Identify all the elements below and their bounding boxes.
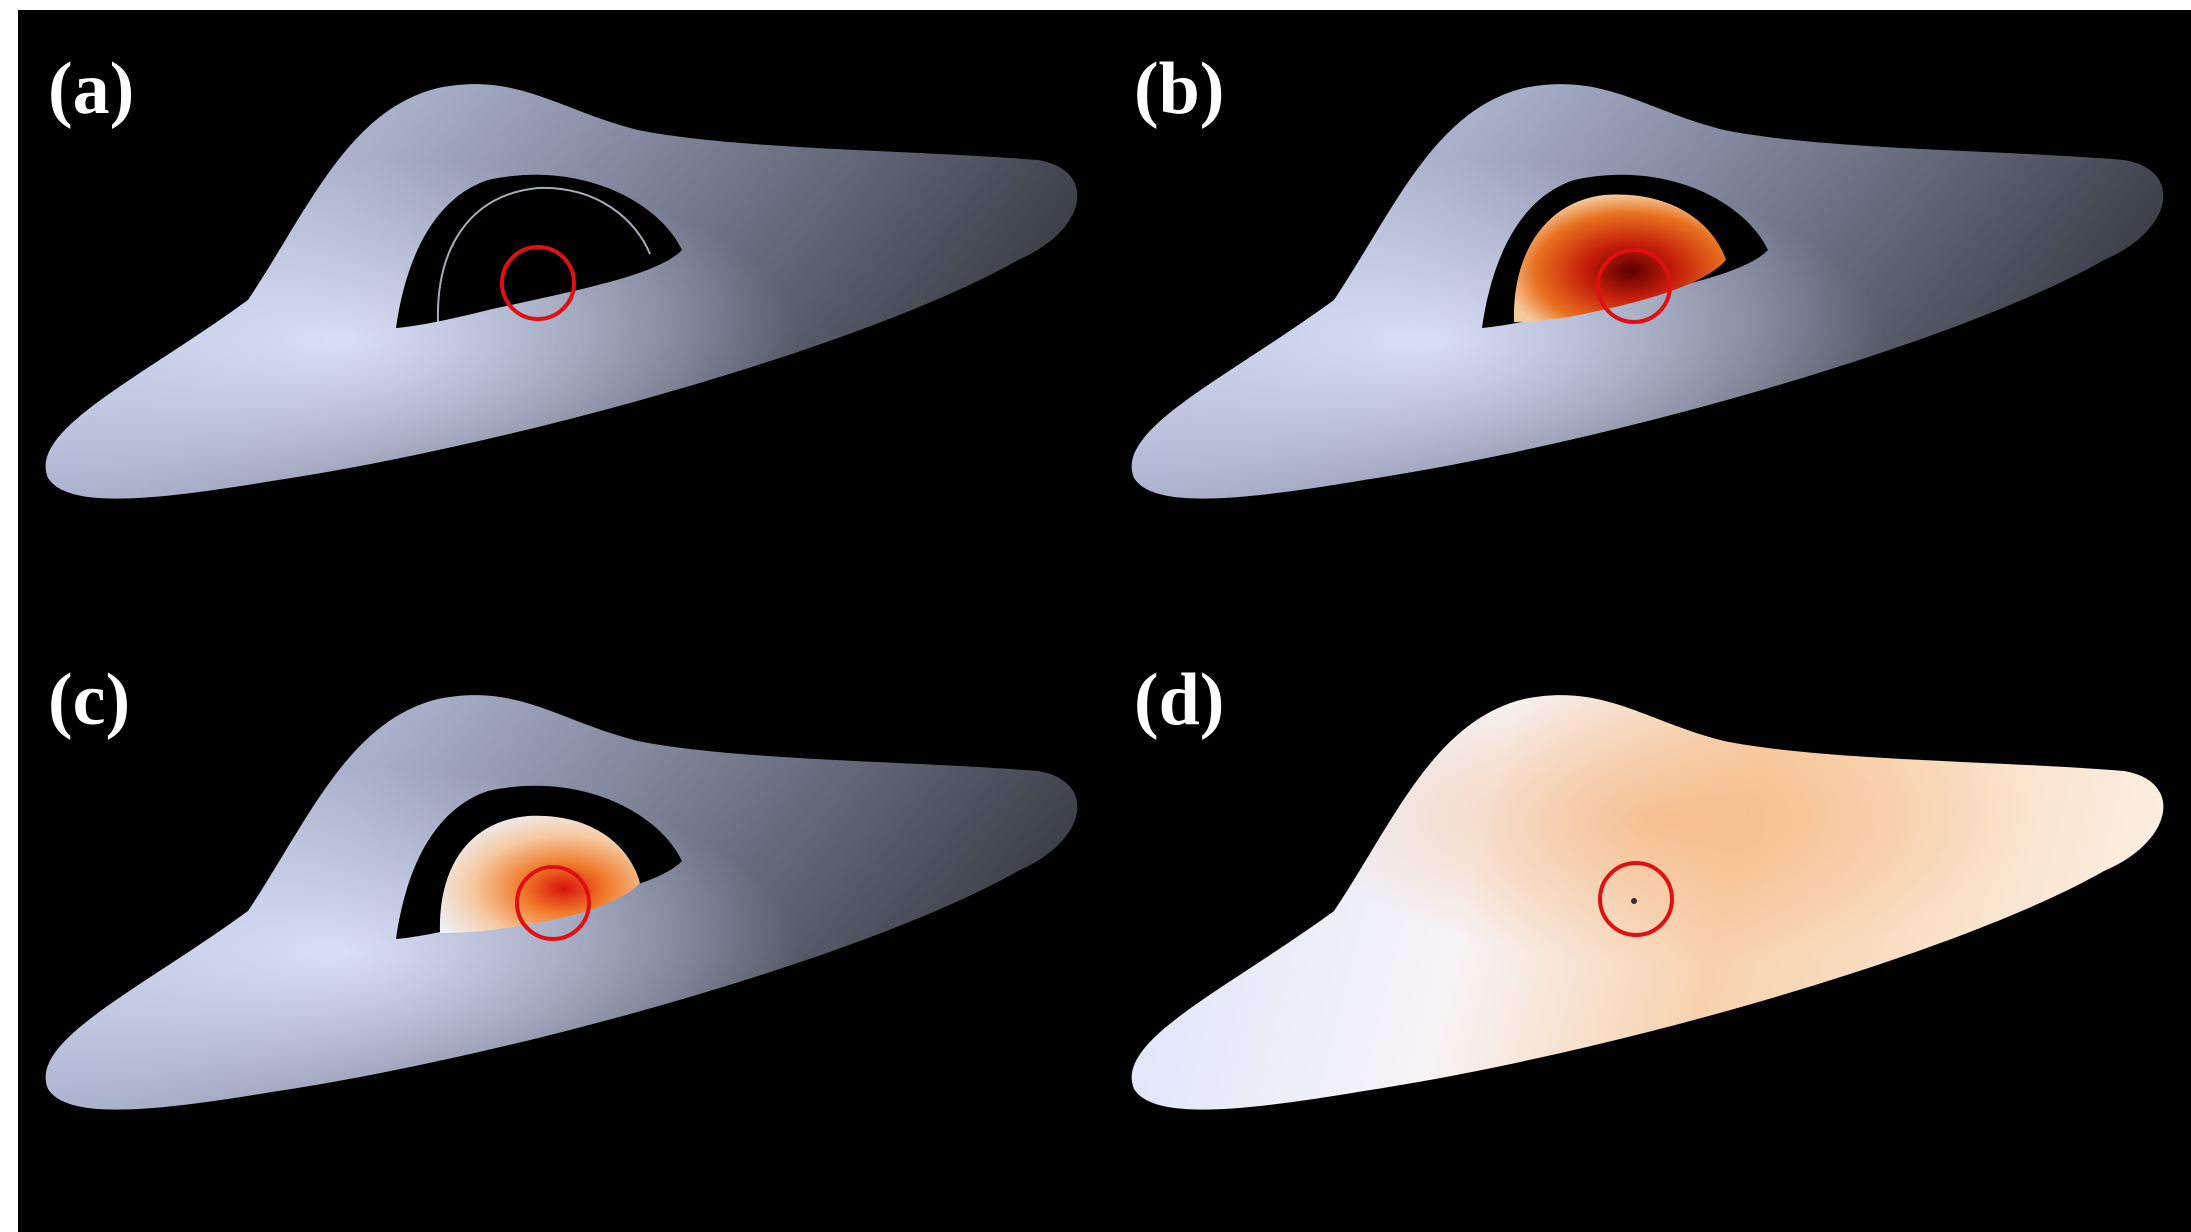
panel-a: (a) (18, 10, 1104, 621)
panel-d-graphic (1131, 695, 2164, 1110)
marker-circle (515, 865, 591, 941)
black-hole-shadow (396, 174, 682, 328)
marker-circle (1596, 248, 1672, 324)
panel-a-graphic (45, 84, 1078, 499)
panel-d: (d) (1104, 621, 2190, 1232)
panel-c-graphic (45, 695, 1078, 1110)
panel-label: (d) (1134, 659, 1225, 741)
panel-label: (b) (1134, 48, 1225, 130)
photon-ring (436, 186, 651, 323)
panel-b-graphic (1131, 84, 2164, 499)
figure: (a) (18, 10, 2191, 1232)
marker-circle (500, 245, 576, 321)
marker-circle (1598, 861, 1674, 937)
panel-label: (c) (48, 659, 131, 741)
panel-label: (a) (48, 48, 135, 130)
panel-c: (c) (18, 621, 1104, 1232)
lensed-emission (1513, 194, 1726, 322)
center-point (1631, 898, 1637, 904)
panel-b: (b) (1104, 10, 2190, 621)
